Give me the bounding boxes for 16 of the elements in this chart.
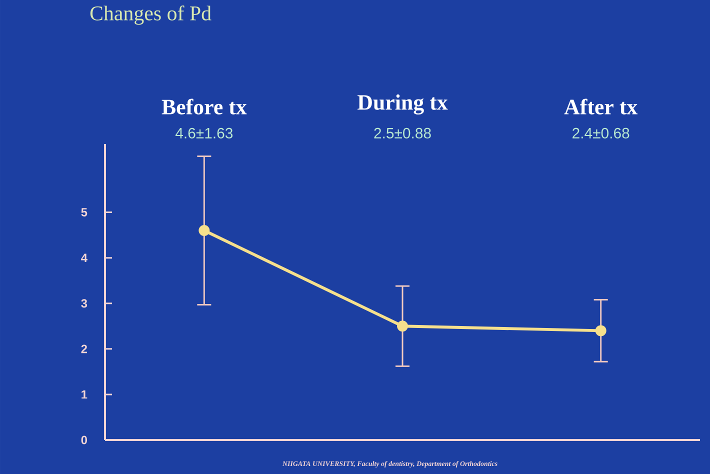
point bbox=[198, 225, 210, 236]
y-tick-label: 3 bbox=[81, 299, 88, 308]
x-tick-label: Before tx bbox=[162, 98, 247, 114]
text: 2.5±0.88 bbox=[374, 128, 431, 138]
y-tick-label: 0 bbox=[81, 436, 87, 444]
point bbox=[595, 325, 606, 336]
y-tick-label: 1 bbox=[82, 390, 88, 399]
x-tick-label: After tx bbox=[564, 98, 638, 114]
text: 4.6±1.63 bbox=[175, 128, 233, 138]
point bbox=[397, 320, 408, 332]
y-tick-label: 2 bbox=[81, 344, 88, 354]
x-tick-label: During tx bbox=[358, 94, 448, 114]
chart-title: Changes of Pd bbox=[90, 6, 212, 25]
text: 2.4±0.68 bbox=[572, 128, 630, 138]
y-tick-label: 5 bbox=[81, 208, 88, 216]
y-tick-label: 4 bbox=[81, 254, 88, 262]
